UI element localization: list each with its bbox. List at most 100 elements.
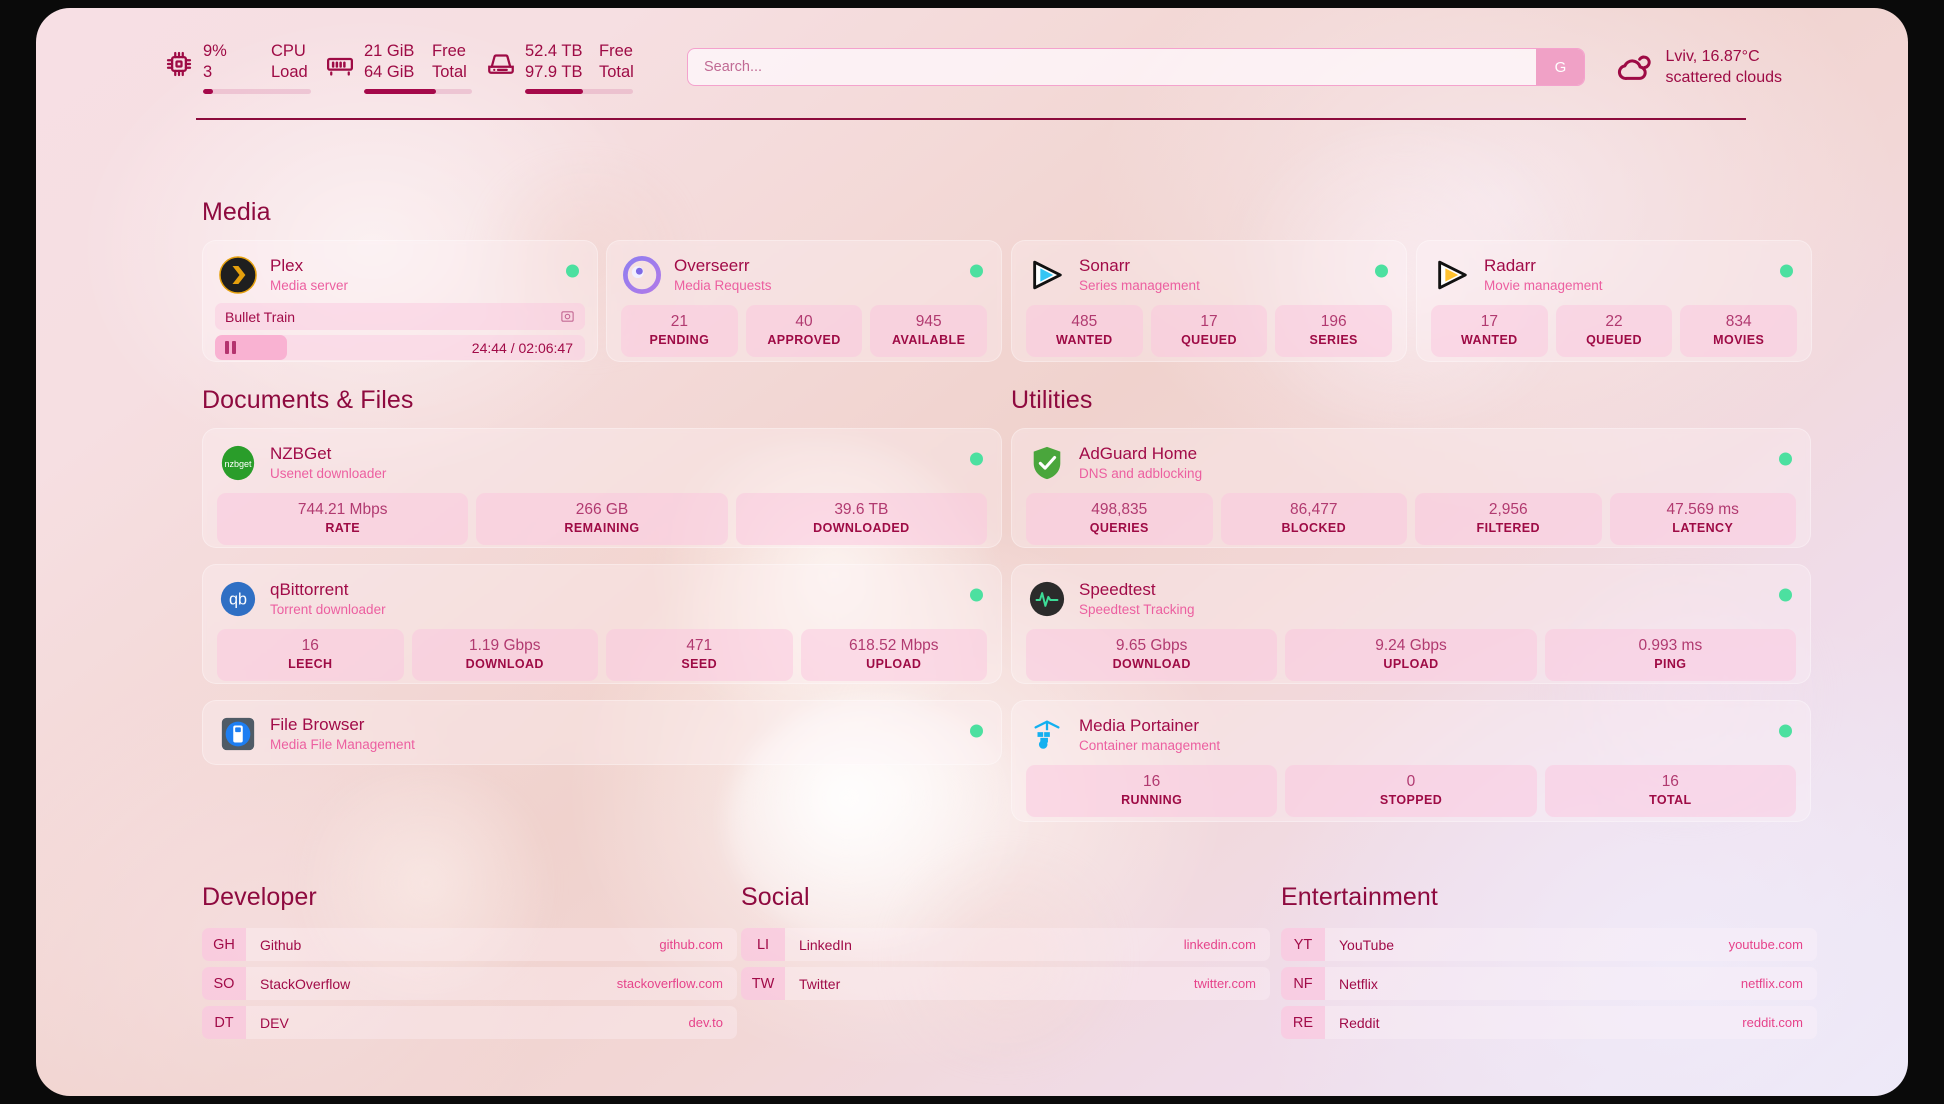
now-playing-row[interactable]: Bullet Train <box>215 303 585 330</box>
app-card-header: Radarr Movie management <box>1417 241 1811 301</box>
stat-label: PENDING <box>649 333 710 347</box>
stat-tile: 39.6 TB DOWNLOADED <box>735 493 987 545</box>
search-engine-button[interactable]: G <box>1536 49 1585 85</box>
bookmark-url: twitter.com <box>1193 976 1256 991</box>
status-badge <box>1779 452 1792 466</box>
app-card-header: nzbget NZBGet Usenet downloader <box>203 429 1001 489</box>
app-name: Overseerr <box>674 256 750 275</box>
status-badge <box>1780 264 1793 278</box>
bookmark-name: Reddit <box>1339 1014 1380 1031</box>
app-card-plex[interactable]: Plex Media server Bullet Train 24:44 / 0… <box>202 240 598 362</box>
bookmark-url: netflix.com <box>1740 976 1803 991</box>
stat-label: SERIES <box>1309 333 1358 347</box>
stat-value: 17 <box>1200 313 1218 330</box>
app-card-header: AdGuard Home DNS and adblocking <box>1012 429 1810 489</box>
stat-value: 0.993 ms <box>1638 637 1703 654</box>
bookmark-item-stackoverflow[interactable]: SO StackOverflow stackoverflow.com <box>202 967 737 1000</box>
bookmark-group-developer: GH Github github.com SO StackOverflow st… <box>202 928 737 1045</box>
app-card-overseerr[interactable]: Overseerr Media Requests 21 PENDING 40 A… <box>606 240 1002 362</box>
bookmark-item-reddit[interactable]: RE Reddit reddit.com <box>1281 1006 1817 1039</box>
cast-icon[interactable] <box>560 309 575 324</box>
search-box[interactable]: G <box>687 48 1586 86</box>
app-name: File Browser <box>270 715 365 734</box>
app-name: NZBGet <box>270 444 332 463</box>
bookmark-group-title-social: Social <box>741 883 810 911</box>
app-card-nzbget[interactable]: nzbget NZBGet Usenet downloader 744.21 M… <box>202 428 1002 548</box>
filebrowser-icon <box>219 715 257 753</box>
stat-tile: 2,956 FILTERED <box>1415 493 1602 545</box>
bookmark-group-title-developer: Developer <box>202 883 317 911</box>
pause-icon[interactable] <box>225 341 236 354</box>
app-card-sonarr[interactable]: Sonarr Series management 485 WANTED 17 Q… <box>1011 240 1407 362</box>
dashboard-window: 9% 3 CPU Load <box>36 8 1908 1096</box>
ram-free-label: Free <box>432 41 466 60</box>
app-card-header: File Browser Media File Management <box>203 701 1001 760</box>
bookmark-group-entertainment: YT YouTube youtube.com NF Netflix netfli… <box>1281 928 1817 1045</box>
bookmark-item-linkedin[interactable]: LI LinkedIn linkedin.com <box>741 928 1270 961</box>
app-stat-tiles: 9.65 Gbps DOWNLOAD 9.24 Gbps UPLOAD 0.99… <box>1012 625 1810 695</box>
bookmark-item-twitter[interactable]: TW Twitter twitter.com <box>741 967 1270 1000</box>
bookmark-item-github[interactable]: GH Github github.com <box>202 928 737 961</box>
app-stat-tiles: 485 WANTED 17 QUEUED 196 SERIES <box>1012 301 1406 371</box>
bookmark-name: YouTube <box>1339 936 1395 953</box>
stat-label: DOWNLOADED <box>813 521 910 535</box>
app-card-filebrowser[interactable]: File Browser Media File Management <box>202 700 1002 765</box>
stat-value: 618.52 Mbps <box>848 637 939 654</box>
status-badge <box>566 264 579 278</box>
cpu-usage-bar <box>203 88 311 94</box>
stat-tile: 498,835 QUERIES <box>1026 493 1213 545</box>
app-subtitle: Speedtest Tracking <box>1079 602 1195 617</box>
disk-free-value: 52.4 TB <box>525 41 583 60</box>
stat-tile: 17 WANTED <box>1431 305 1548 357</box>
stat-label: RUNNING <box>1121 793 1183 807</box>
stat-value: 2,956 <box>1488 501 1528 518</box>
stat-label: QUEUED <box>1181 333 1237 347</box>
app-card-portainer[interactable]: Media Portainer Container management 16 … <box>1011 700 1811 822</box>
stat-tile: 16 RUNNING <box>1026 765 1278 817</box>
app-subtitle: Usenet downloader <box>270 466 387 481</box>
cpu-label: CPU <box>271 41 306 60</box>
bookmark-badge: LI <box>741 928 785 961</box>
bookmark-badge: NF <box>1281 967 1325 1000</box>
stat-label: PING <box>1654 657 1687 671</box>
search-input[interactable] <box>688 49 1537 85</box>
app-card-radarr[interactable]: Radarr Movie management 17 WANTED 22 QUE… <box>1416 240 1812 362</box>
weather-location-temp: Lviv, 16.87°C <box>1665 48 1760 65</box>
stat-value: 266 GB <box>575 501 629 518</box>
app-name: Radarr <box>1484 256 1536 275</box>
cpu-icon <box>164 49 194 79</box>
disk-stat: 52.4 TB 97.9 TB Free Total <box>486 41 639 94</box>
app-card-adguard[interactable]: AdGuard Home DNS and adblocking 498,835 … <box>1011 428 1811 548</box>
stat-tile: 196 SERIES <box>1275 305 1393 357</box>
app-card-header: qb qBittorrent Torrent downloader <box>203 565 1001 625</box>
stat-label: MOVIES <box>1713 333 1765 347</box>
ram-free-value: 21 GiB <box>364 41 415 60</box>
svg-text:qb: qb <box>229 591 247 609</box>
app-stat-tiles: 744.21 Mbps RATE 266 GB REMAINING 39.6 T… <box>203 489 1001 559</box>
stat-label: APPROVED <box>767 333 841 347</box>
stat-label: DOWNLOAD <box>465 657 544 671</box>
stat-tile: 485 WANTED <box>1026 305 1143 357</box>
bookmark-item-youtube[interactable]: YT YouTube youtube.com <box>1281 928 1817 961</box>
bookmark-badge: SO <box>202 967 246 1000</box>
now-playing-progress[interactable]: 24:44 / 02:06:47 <box>215 335 585 360</box>
bookmark-name: Github <box>260 936 302 953</box>
stat-value: 0 <box>1406 773 1416 790</box>
bookmark-item-netflix[interactable]: NF Netflix netflix.com <box>1281 967 1817 1000</box>
stat-value: 1.19 Gbps <box>468 637 541 654</box>
app-card-header: Overseerr Media Requests <box>607 241 1001 301</box>
stat-value: 485 <box>1071 313 1098 330</box>
cpu-load-value: 3 <box>203 62 213 81</box>
bookmark-item-dev[interactable]: DT DEV dev.to <box>202 1006 737 1039</box>
bookmark-group-title-entertainment: Entertainment <box>1281 883 1438 911</box>
stat-tile: 40 APPROVED <box>745 305 863 357</box>
adguard-icon <box>1028 444 1066 482</box>
app-card-speedtest[interactable]: Speedtest Speedtest Tracking 9.65 Gbps D… <box>1011 564 1811 684</box>
app-card-qbittorrent[interactable]: qb qBittorrent Torrent downloader 16 LEE… <box>202 564 1002 684</box>
weather-widget[interactable]: Lviv, 16.87°C scattered clouds <box>1615 46 1782 88</box>
app-card-header: Speedtest Speedtest Tracking <box>1012 565 1810 625</box>
bookmark-url: reddit.com <box>1742 1015 1803 1030</box>
app-subtitle: Series management <box>1079 278 1200 293</box>
stat-tile: 47.569 ms LATENCY <box>1609 493 1796 545</box>
stat-value: 40 <box>795 313 813 330</box>
